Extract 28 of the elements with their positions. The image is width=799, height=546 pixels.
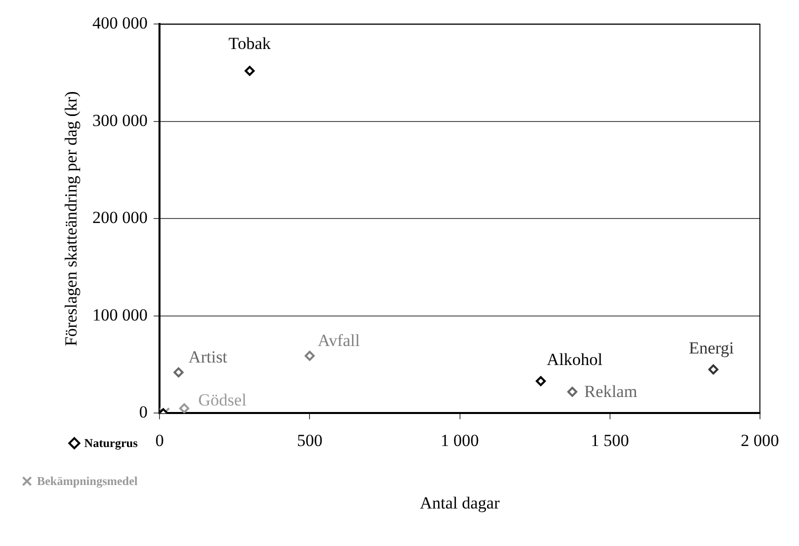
point — [708, 364, 718, 374]
legend-label: Bekämpningsmedel — [36, 474, 138, 488]
series-label: Gödsel — [198, 390, 247, 410]
point — [536, 376, 546, 386]
y-tick-label: 400 000 — [92, 14, 148, 33]
point — [567, 386, 578, 397]
y-tick-label: 0 — [139, 402, 148, 422]
series-label: Alkohol — [546, 350, 603, 370]
series-label: Reklam — [584, 382, 638, 401]
x-tick-label: 2 000 — [740, 430, 779, 450]
legend-label: Naturgrus — [84, 436, 138, 450]
y-tick-label: 300 000 — [92, 110, 148, 130]
series-label: Energi — [688, 338, 734, 358]
y-axis-title: Föreslagen skatteändring per dag (kr) — [62, 91, 81, 346]
point — [179, 403, 190, 414]
series-label: Avfall — [318, 330, 360, 350]
x-tick-label: 1 500 — [590, 430, 629, 450]
x-axis-title: Antal dagar — [420, 493, 500, 512]
x-tick-label: 1 000 — [440, 430, 479, 450]
series-label: Tobak — [228, 34, 272, 53]
point — [244, 66, 255, 76]
point — [174, 367, 184, 378]
x-tick-label: 500 — [296, 430, 322, 450]
series-label: Artist — [188, 347, 228, 366]
x-tick-label: 0 — [155, 430, 164, 450]
y-tick-label: 100 000 — [92, 305, 148, 324]
point — [304, 350, 315, 361]
y-tick-label: 200 000 — [92, 208, 148, 228]
